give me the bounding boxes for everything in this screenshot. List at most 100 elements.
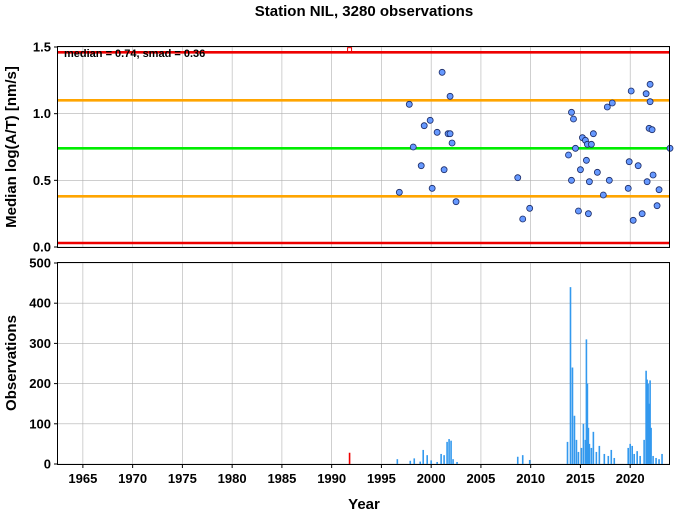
observation-bar-44 xyxy=(639,455,641,464)
data-point-37 xyxy=(608,99,616,107)
data-point-34 xyxy=(599,191,607,199)
obs-tick-label: 200 xyxy=(29,376,51,391)
observations-frame xyxy=(57,262,670,465)
observation-bar-40 xyxy=(629,443,631,464)
observation-bar-0 xyxy=(396,459,399,464)
year-tick-label: 2005 xyxy=(466,471,495,486)
observation-bar-33 xyxy=(595,451,598,464)
year-tick-label: 1995 xyxy=(367,471,396,486)
outlier-marker xyxy=(347,47,353,53)
y-tick-label: 0.0 xyxy=(33,240,51,255)
chart-title: Station NIL, 3280 observations xyxy=(255,3,473,20)
observation-bar-12 xyxy=(450,440,452,464)
data-point-50 xyxy=(649,171,657,179)
data-point-3 xyxy=(417,162,425,170)
observation-bar-28 xyxy=(586,383,589,464)
observation-bar-24 xyxy=(580,447,583,464)
data-point-36 xyxy=(605,176,613,184)
observation-bar-38 xyxy=(613,457,616,464)
observation-bar-9 xyxy=(443,455,445,464)
observation-bar-34 xyxy=(598,445,601,464)
data-point-24 xyxy=(577,166,584,174)
outlier-point xyxy=(347,47,353,53)
data-point-23 xyxy=(575,207,582,215)
observation-bar-47 xyxy=(646,379,648,464)
data-point-18 xyxy=(565,151,572,159)
observation-bar-52 xyxy=(652,455,654,464)
data-point-32 xyxy=(589,130,597,138)
data-point-7 xyxy=(433,128,441,136)
data-point-8 xyxy=(438,68,446,76)
year-tick-label: 2015 xyxy=(566,471,595,486)
data-point-15 xyxy=(514,174,522,182)
observation-bar-11 xyxy=(448,439,450,464)
observation-bar-14 xyxy=(456,461,458,464)
year-tick-label: 2010 xyxy=(516,471,545,486)
median-smad-annotation: median = 0.74, smad = 0.36 xyxy=(64,48,205,60)
observation-bar-43 xyxy=(636,451,638,464)
observation-bar-29 xyxy=(587,427,590,464)
observation-bar-20 xyxy=(571,367,574,464)
y-tick-label: 0.5 xyxy=(33,173,51,188)
data-point-4 xyxy=(420,122,428,130)
observation-bar-53 xyxy=(655,457,657,464)
data-point-47 xyxy=(646,98,654,106)
observation-bars xyxy=(348,287,663,464)
outlier-observation-bar xyxy=(348,452,351,464)
data-point-43 xyxy=(638,210,646,218)
observations-y-axis-label: Observations xyxy=(3,315,20,411)
observation-bar-19 xyxy=(569,287,572,464)
observation-bar-36 xyxy=(607,455,610,464)
obs-tick-label: 100 xyxy=(29,416,51,431)
observation-bar-32 xyxy=(592,431,595,464)
observation-bar-35 xyxy=(603,453,606,464)
data-point-22 xyxy=(572,144,579,152)
observation-bar-45 xyxy=(643,439,645,464)
data-point-13 xyxy=(448,139,456,147)
x-axis-label-year: Year xyxy=(348,496,380,511)
data-point-33 xyxy=(593,168,601,176)
obs-tick-label: 300 xyxy=(29,336,51,351)
data-point-19 xyxy=(568,108,575,116)
observation-bar-15 xyxy=(516,456,519,464)
observation-bar-23 xyxy=(577,451,580,464)
data-point-16 xyxy=(519,215,527,223)
observation-bar-8 xyxy=(440,453,442,464)
observation-bar-27 xyxy=(585,339,588,464)
observation-bar-39 xyxy=(627,447,630,464)
year-x-ticks: 1965 1970 1975 1980 1985 1990 1995 2000 2005 2010… xyxy=(68,464,645,486)
observation-bar-7 xyxy=(436,461,438,464)
data-point-42 xyxy=(634,162,642,170)
reference-lines xyxy=(58,51,670,245)
data-point-30 xyxy=(585,178,593,186)
observation-bar-26 xyxy=(584,439,587,464)
observation-bar-54 xyxy=(658,459,660,464)
obs-tick-label: 0 xyxy=(44,457,51,472)
observation-bar-13 xyxy=(452,459,454,464)
year-tick-label: 1970 xyxy=(118,471,147,486)
year-tick-label: 2000 xyxy=(417,471,446,486)
observations-y-ticks: 0 100 200 300 400 500 xyxy=(29,256,58,472)
data-point-45 xyxy=(643,178,651,186)
observation-bar-48 xyxy=(647,383,649,464)
amplitude-panel: median = 0.74, smad = 0.36 0.00.51.01.5 … xyxy=(3,40,674,255)
data-point-38 xyxy=(624,184,632,192)
observation-bar-42 xyxy=(633,453,635,464)
observation-bar-55 xyxy=(661,453,663,464)
amplitude-y-axis-label: Median log(A/T) [nm/s] xyxy=(3,66,20,228)
year-tick-label: 1975 xyxy=(168,471,197,486)
observation-bar-50 xyxy=(649,380,651,464)
amplitude-y-ticks: 0.0 0.5 1.0 1.5 xyxy=(33,40,58,255)
data-point-31 xyxy=(587,140,595,148)
y-tick-label: 1.5 xyxy=(33,40,51,55)
data-point-5 xyxy=(426,116,434,124)
observation-bar-16 xyxy=(521,455,524,464)
data-point-39 xyxy=(625,158,633,166)
observation-bar-22 xyxy=(575,439,578,464)
data-point-27 xyxy=(583,156,590,164)
y-tick-label: 1.0 xyxy=(33,106,51,121)
observation-bar-17 xyxy=(528,459,531,464)
observation-bar-31 xyxy=(590,447,593,464)
observations-panel: 0 100 200 300 400 500 1965 1970 1975 1980 1985 199… xyxy=(3,256,670,511)
